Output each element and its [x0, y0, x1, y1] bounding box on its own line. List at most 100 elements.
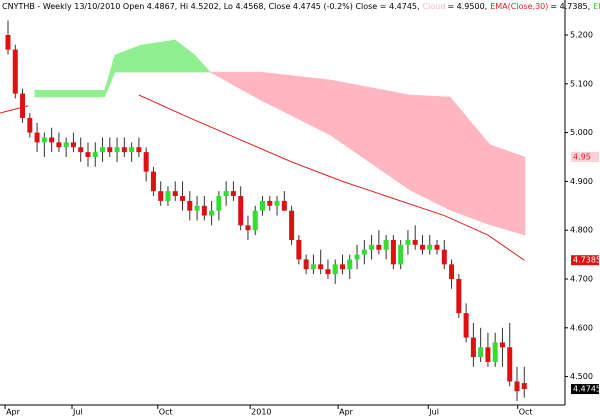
candle-body: [369, 244, 375, 250]
candle-body: [398, 244, 404, 265]
legend-name: EMA1(Close,200): [593, 2, 600, 11]
candle-body: [507, 347, 513, 382]
candle-body: [499, 342, 505, 348]
legend-value: = 4.7385,: [550, 2, 590, 11]
candle-body: [172, 191, 178, 197]
candle-body: [12, 49, 18, 94]
x-tick-label: Apr: [6, 408, 21, 416]
x-tick-label: Apr: [339, 408, 354, 416]
candle-body: [354, 254, 360, 260]
cloud-segment: [174, 39, 196, 73]
candle-body: [180, 196, 186, 201]
candle-body: [412, 239, 418, 245]
candle-body: [187, 200, 193, 211]
y-tick-label: 4.500: [570, 372, 593, 381]
candle-body: [230, 191, 236, 197]
candle-body: [136, 147, 142, 153]
x-tick-label: Oct: [159, 408, 173, 416]
candle-body: [194, 205, 200, 211]
y-tick-label: 4.600: [570, 323, 593, 332]
candle-body: [383, 239, 389, 250]
price-tag-label: 4.4745: [573, 385, 600, 394]
candle-body: [252, 210, 258, 231]
candle-body: [56, 142, 62, 148]
candle-body: [325, 269, 331, 275]
candle-body: [114, 147, 120, 153]
candle-body: [303, 259, 309, 270]
price-tag-label: 4.95: [573, 152, 591, 161]
candle-body: [478, 347, 484, 358]
candle-body: [223, 191, 229, 197]
x-tick-label: Jul: [72, 408, 83, 416]
cloud-segment: [104, 54, 116, 98]
candle-body: [274, 200, 280, 206]
candle-body: [34, 132, 40, 143]
candle-body: [463, 313, 469, 338]
y-tick-label: 4.900: [570, 177, 593, 186]
candle-body: [70, 142, 76, 148]
candle-body: [107, 147, 113, 153]
candle-body: [158, 191, 164, 201]
candle-body: [245, 225, 251, 231]
cloud-segment: [194, 54, 211, 73]
candle-body: [521, 383, 527, 390]
candle-body: [390, 239, 396, 265]
legend-name: Cloud: [423, 2, 446, 11]
candle-body: [260, 200, 266, 211]
cloud-segment: [409, 94, 451, 211]
candle-body: [238, 196, 244, 226]
candle-body: [318, 264, 324, 270]
candle-body: [310, 264, 316, 270]
candle-body: [296, 239, 302, 260]
candle-body: [339, 264, 345, 270]
cloud-segment: [34, 89, 105, 98]
candle-body: [63, 142, 69, 148]
candle-body: [100, 147, 106, 153]
x-tick-label: 2010: [251, 408, 271, 416]
candle-body: [441, 249, 447, 265]
candle-body: [289, 210, 295, 240]
cloud-segment: [329, 79, 411, 191]
candle-body: [143, 152, 149, 172]
legend-value: = 4.9500,: [447, 2, 487, 11]
candle-body: [92, 152, 98, 157]
y-tick-label: 5.100: [570, 79, 593, 88]
candle-body: [281, 200, 287, 211]
candle-body: [470, 337, 476, 358]
cloud-segment: [140, 39, 176, 73]
candle-body: [267, 200, 273, 206]
candle-body: [427, 244, 433, 250]
candle-body: [216, 196, 222, 211]
y-tick-label: 5.200: [570, 30, 593, 39]
candle-body: [332, 264, 338, 275]
cloud-segment: [209, 71, 261, 101]
candle-body: [20, 93, 26, 118]
x-tick-label: Oct: [519, 408, 533, 416]
price-tag-label: 4.7385: [573, 256, 600, 265]
candle-body: [405, 239, 411, 245]
candle-body: [121, 147, 127, 153]
candle-body: [419, 244, 425, 250]
cloud-segment: [114, 44, 141, 73]
candle-body: [41, 137, 47, 143]
chart-title: CNYTHB - Weekly 13/10/2010 Open 4.4867, …: [2, 2, 600, 11]
cloud-segment: [489, 144, 526, 236]
cloud-segment: [260, 71, 331, 136]
candle-body: [347, 259, 353, 270]
candle-body: [5, 34, 11, 50]
candle-body: [201, 205, 207, 216]
cloud-segment: [449, 96, 491, 226]
candle-body: [449, 264, 455, 279]
candle-body: [129, 147, 135, 153]
x-tick-label: Jul: [428, 408, 439, 416]
y-tick-label: 4.700: [570, 274, 593, 283]
title-text: CNYTHB - Weekly 13/10/2010 Open 4.4867, …: [2, 2, 420, 11]
price-tag-box: [571, 255, 599, 266]
candle-body: [209, 210, 215, 216]
y-tick-label: 5.000: [570, 128, 593, 137]
candle-body: [150, 171, 156, 192]
candle-body: [27, 117, 33, 133]
candle-body: [492, 342, 498, 362]
candle-body: [78, 147, 84, 153]
